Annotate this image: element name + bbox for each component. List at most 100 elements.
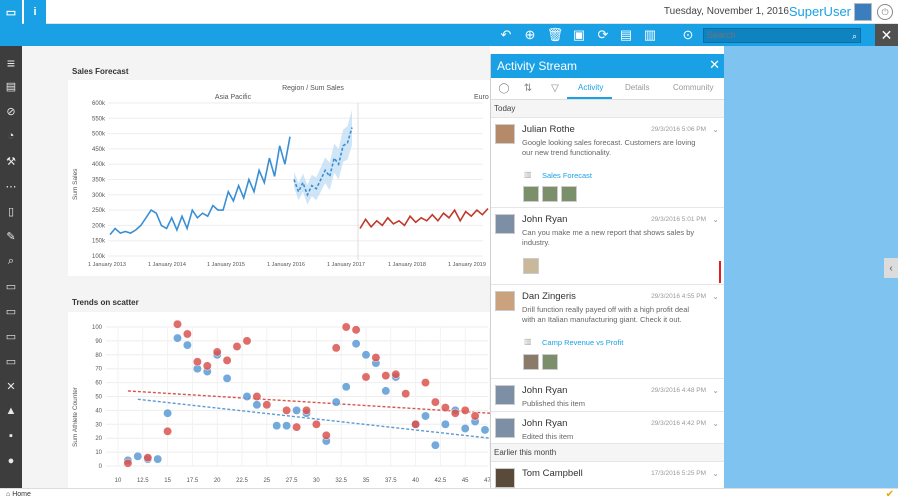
tick-label: 50 [95, 395, 102, 401]
home-link[interactable]: ⌂ Home [6, 491, 31, 498]
avatar[interactable] [523, 354, 539, 370]
chevron-down-icon[interactable]: ⌄ [712, 125, 719, 134]
avatar[interactable] [523, 258, 539, 274]
lock-icon[interactable]: ▪ [9, 430, 13, 442]
sort-icon[interactable]: ⇅ [523, 83, 533, 94]
add-icon[interactable]: ⊕ [524, 27, 536, 42]
entry-author[interactable]: John Ryan [522, 418, 568, 429]
close-icon[interactable]: ✕ [875, 24, 898, 46]
tick-label: 1 January 2015 [207, 262, 245, 268]
tick-label: 40 [412, 478, 419, 484]
entry-time: 29/3/2016 4:48 PM [651, 387, 706, 394]
activity-entry[interactable]: Tom Campbell 17/3/2016 5:25 PM ⌄ [491, 462, 724, 488]
attachment-icon[interactable]: ⊘ [6, 105, 16, 118]
tick-label: 10 [95, 450, 102, 456]
scatter-point [212, 347, 222, 357]
avatar[interactable] [561, 186, 577, 202]
remove-icon[interactable]: ✕ [6, 380, 16, 393]
sales-forecast-chart[interactable]: Region / Sum Sales Asia Pacific Euro Sum Sa… [68, 80, 490, 276]
page-icon[interactable]: ▭ [5, 355, 17, 368]
entry-author[interactable]: Tom Campbell [522, 468, 583, 479]
file-icon[interactable]: ▭ [5, 305, 17, 318]
entry-link[interactable]: Sales Forecast [542, 171, 593, 180]
user-avatar[interactable] [854, 3, 872, 21]
search-box: ⌕ [703, 28, 861, 43]
series-line-forecast [293, 127, 353, 197]
user-settings-icon[interactable]: ● [7, 455, 15, 467]
avatar[interactable] [523, 186, 539, 202]
chevron-down-icon[interactable]: ⌄ [712, 215, 719, 224]
scatter-point [430, 440, 440, 450]
info-button[interactable]: i [24, 0, 46, 24]
entry-link[interactable]: Camp Revenue vs Profit [542, 338, 624, 347]
chart-icon: ▥ [524, 337, 532, 346]
entry-text: Edited this item [522, 432, 574, 441]
scatter-point [282, 405, 292, 415]
menu-icon[interactable]: ≡ [6, 55, 16, 71]
scatter-point [173, 319, 182, 329]
tick-label: 17.5 [187, 478, 199, 484]
activity-entry[interactable]: John Ryan 29/3/2016 4:42 PM ⌄ Edited thi… [491, 412, 724, 444]
zoom-icon[interactable]: ⊙ [682, 27, 694, 42]
folder-icon[interactable]: ▭ [0, 0, 22, 24]
power-icon[interactable]: ⏻ [877, 4, 893, 20]
report-icon[interactable]: ▯ [7, 205, 15, 218]
avatar [495, 124, 515, 144]
search-input[interactable] [707, 30, 837, 40]
collapse-left-icon[interactable]: ‹ [884, 258, 898, 278]
scatter-point [331, 397, 341, 407]
tick-label: 40 [95, 408, 102, 414]
refresh-icon[interactable]: ⟳ [597, 27, 609, 42]
scroll-marker [719, 261, 721, 283]
entry-author[interactable]: John Ryan [522, 385, 568, 396]
tab-activity[interactable]: Activity [578, 83, 604, 92]
scatter-point [351, 325, 361, 335]
warning-icon[interactable]: ▲ [5, 405, 17, 417]
scatter-point [202, 361, 212, 371]
chat-icon[interactable]: ▤ [5, 80, 17, 93]
wrench-icon[interactable]: ⚒ [6, 155, 16, 168]
entry-author[interactable]: John Ryan [522, 214, 568, 225]
entry-author[interactable]: Dan Zingeris [522, 291, 576, 302]
file-text-icon[interactable]: ▭ [5, 330, 17, 343]
pen-icon[interactable]: ✎ [6, 230, 16, 243]
scatter-point [381, 386, 391, 396]
save-icon[interactable]: ▣ [572, 27, 586, 42]
delete-icon[interactable]: 🗑 [546, 27, 564, 42]
palette-icon[interactable]: ◔ [7, 130, 15, 142]
zoom-search-icon[interactable]: ⌕ [7, 254, 15, 267]
activity-entry[interactable]: Julian Rothe 29/3/2016 5:06 PM ⌄ Google … [491, 118, 724, 208]
chevron-down-icon[interactable]: ⌄ [712, 419, 719, 428]
print-icon[interactable]: ▥ [643, 27, 657, 42]
close-icon[interactable]: ✕ [709, 57, 720, 72]
chevron-down-icon[interactable]: ⌄ [712, 292, 719, 301]
chevron-down-icon[interactable]: ⌄ [712, 386, 719, 395]
undo-icon[interactable]: ↶ [500, 27, 512, 42]
tab-details[interactable]: Details [625, 83, 650, 92]
avatar[interactable] [542, 354, 558, 370]
entry-author[interactable]: Julian Rothe [522, 124, 575, 135]
scatter-point [460, 405, 470, 415]
tick-label: 500k [92, 132, 106, 138]
chevron-down-icon[interactable]: ⌄ [712, 469, 719, 478]
export-icon[interactable]: ▤ [619, 27, 633, 42]
scatter-point [133, 451, 143, 461]
scatter-point [341, 382, 351, 392]
avatar[interactable] [542, 186, 558, 202]
scatter-point [371, 353, 381, 363]
user-name[interactable]: SuperUser [788, 4, 851, 19]
tick-label: 100k [92, 254, 106, 260]
activity-entry[interactable]: Dan Zingeris 29/3/2016 4:55 PM ⌄ Drill f… [491, 285, 724, 379]
stream-header: Activity Stream ✕ [491, 54, 724, 78]
document-icon[interactable]: ▭ [5, 280, 17, 293]
search-icon[interactable]: ⌕ [851, 31, 857, 41]
tab-community[interactable]: Community [673, 83, 714, 92]
tick-label: 22.5 [236, 478, 248, 484]
filter-icon[interactable]: ▽ [551, 83, 559, 94]
activity-entry[interactable]: John Ryan 29/3/2016 5:01 PM ⌄ Can you ma… [491, 208, 724, 285]
hierarchy-icon[interactable]: ⋯ [5, 180, 17, 193]
comment-icon[interactable]: ◯ [498, 83, 510, 94]
activity-entry[interactable]: John Ryan 29/3/2016 4:48 PM ⌄ Published … [491, 379, 724, 412]
scatter-point [302, 405, 311, 415]
scatter-chart[interactable]: Sum Athlete Counter 100 90 80 70 60 50 40 30 20 10… [68, 312, 496, 488]
